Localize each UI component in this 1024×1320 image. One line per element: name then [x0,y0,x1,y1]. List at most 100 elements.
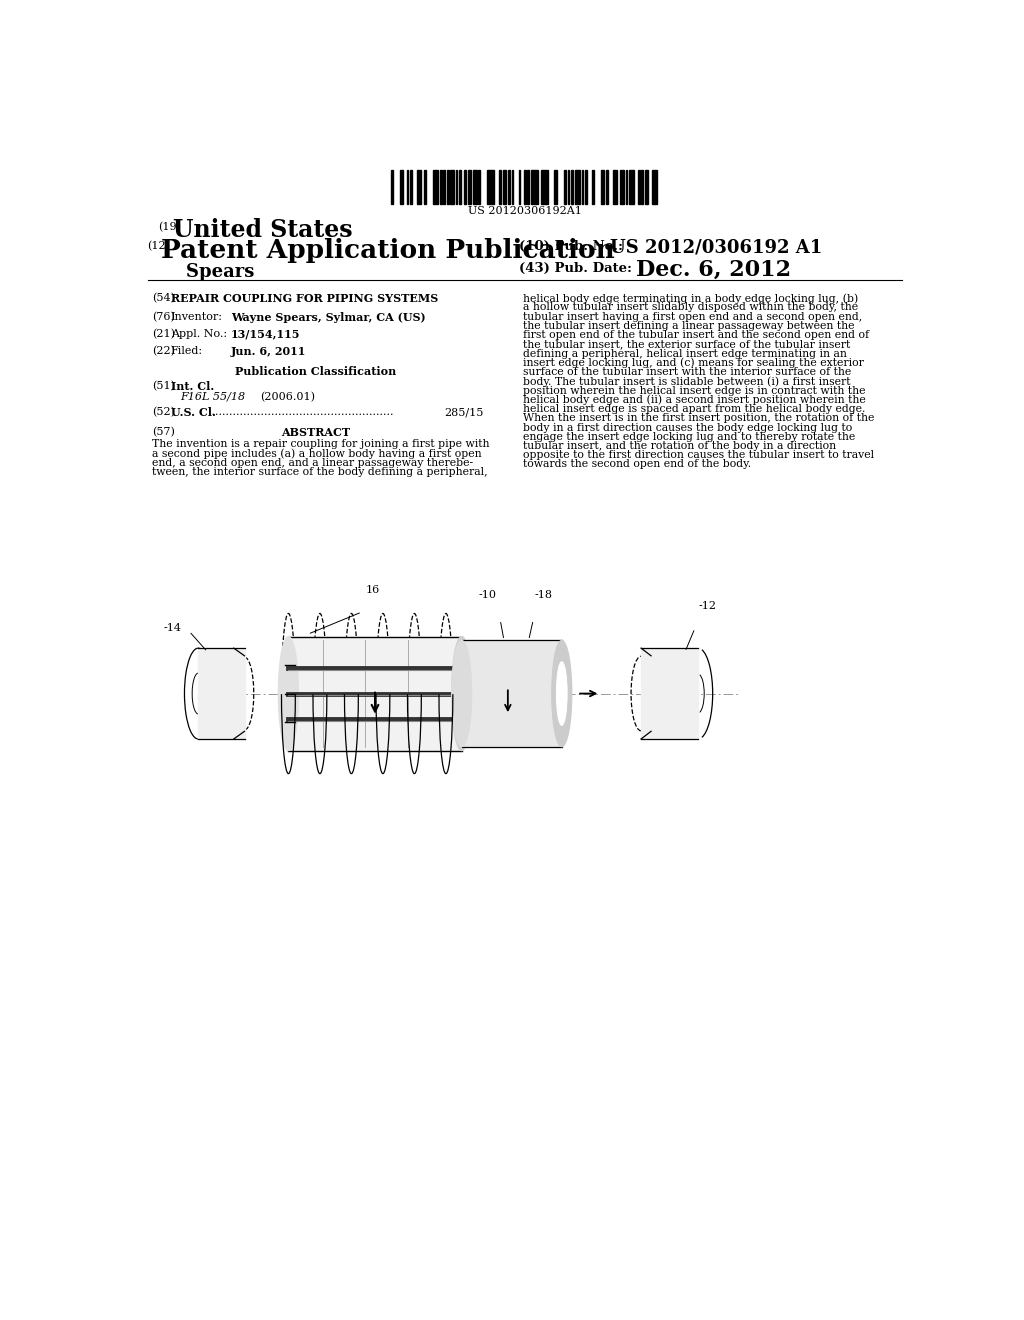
Bar [638,170,640,203]
Text: -18: -18 [535,590,553,601]
Text: Patent Application Publication: Patent Application Publication [162,239,615,264]
Text: Int. Cl.: Int. Cl. [171,381,214,392]
Bar [478,170,480,203]
Bar [542,170,549,203]
Text: the tubular insert defining a linear passageway between the: the tubular insert defining a linear pas… [523,321,855,331]
Bar [443,170,445,203]
Bar [574,170,580,203]
Text: The invention is a repair coupling for joining a first pipe with: The invention is a repair coupling for j… [153,440,489,449]
Bar [473,170,476,203]
Text: .....................................................: ........................................… [208,407,393,417]
Bar [601,170,604,203]
Bar [407,170,409,203]
Bar [567,170,569,203]
Text: insert edge locking lug, and (c) means for sealing the exterior: insert edge locking lug, and (c) means f… [523,358,864,368]
Text: Inventor:: Inventor: [171,312,222,322]
Bar [456,170,458,203]
Text: the tubular insert, the exterior surface of the tubular insert: the tubular insert, the exterior surface… [523,339,851,350]
Bar [621,170,624,203]
Bar [527,170,529,203]
Bar [571,170,573,203]
Text: towards the second open end of the body.: towards the second open end of the body. [523,459,752,470]
Ellipse shape [452,636,472,751]
Text: tubular insert, and the rotation of the body in a direction: tubular insert, and the rotation of the … [523,441,837,451]
Bar [651,170,657,203]
Text: When the insert is in the first insert position, the rotation of the: When the insert is in the first insert p… [523,413,874,424]
Text: Spears: Spears [162,263,255,281]
Text: a second pipe includes (a) a hollow body having a first open: a second pipe includes (a) a hollow body… [153,449,481,459]
Text: F16L 55/18: F16L 55/18 [180,392,246,401]
Text: (19): (19) [159,222,181,232]
Ellipse shape [556,661,567,726]
Text: (2006.01): (2006.01) [260,392,315,403]
Text: body in a first direction causes the body edge locking lug to: body in a first direction causes the bod… [523,422,853,433]
Text: opposite to the first direction causes the tubular insert to travel: opposite to the first direction causes t… [523,450,874,461]
Text: Appl. No.:: Appl. No.: [171,329,226,338]
Bar [451,170,454,203]
Text: Jun. 6, 2011: Jun. 6, 2011 [230,346,306,356]
Text: (12): (12) [147,240,171,251]
Text: (57): (57) [153,428,175,437]
Bar [524,170,525,203]
Text: -14: -14 [164,623,181,634]
Text: tubular insert having a first open end and a second open end,: tubular insert having a first open end a… [523,312,862,322]
Bar [641,648,698,739]
Bar [391,170,392,203]
Bar [289,636,462,751]
Text: (52): (52) [153,407,175,417]
Text: end, a second open end, and a linear passageway therebe-: end, a second open end, and a linear pas… [153,458,473,467]
Text: Wayne Spears, Sylmar, CA (US): Wayne Spears, Sylmar, CA (US) [230,312,425,322]
Bar [410,170,412,203]
Text: helical body edge and (ii) a second insert position wherein the: helical body edge and (ii) a second inse… [523,395,866,405]
Bar [468,170,471,203]
Text: a hollow tubular insert slidably disposed within the body, the: a hollow tubular insert slidably dispose… [523,302,858,313]
Bar [582,170,584,203]
Bar [487,170,495,203]
Bar [564,170,566,203]
Text: -10: -10 [478,590,497,601]
Text: tween, the interior surface of the body defining a peripheral,: tween, the interior surface of the body … [153,467,487,477]
Bar [424,170,426,203]
Bar [399,170,403,203]
Text: position wherein the helical insert edge is in contract with the: position wherein the helical insert edge… [523,385,865,396]
Text: (43) Pub. Date:: (43) Pub. Date: [519,261,633,275]
Bar [503,170,507,203]
Text: (22): (22) [153,346,175,356]
Bar [530,170,538,203]
Ellipse shape [552,640,571,747]
Text: ABSTRACT: ABSTRACT [281,428,350,438]
Bar [645,170,648,203]
Text: surface of the tubular insert with the interior surface of the: surface of the tubular insert with the i… [523,367,852,378]
Bar [199,648,245,739]
Bar [508,170,510,203]
Bar [500,170,501,203]
Bar [440,170,441,203]
Bar [554,170,557,203]
Text: Publication Classification: Publication Classification [234,366,396,376]
Text: (10) Pub. No.:: (10) Pub. No.: [519,240,624,253]
Text: helical insert edge is spaced apart from the helical body edge.: helical insert edge is spaced apart from… [523,404,865,414]
Bar [626,170,628,203]
Bar [446,170,449,203]
Text: United States: United States [173,218,352,243]
Text: -12: -12 [698,601,717,611]
Bar [629,170,634,203]
Bar [592,170,594,203]
Text: (51): (51) [153,381,175,391]
Bar [606,170,608,203]
Bar [417,170,421,203]
Bar [519,170,520,203]
Text: engage the insert edge locking lug and to thereby rotate the: engage the insert edge locking lug and t… [523,432,855,442]
Bar [433,170,438,203]
Text: (54): (54) [153,293,175,304]
Bar [641,170,643,203]
Text: first open end of the tubular insert and the second open end of: first open end of the tubular insert and… [523,330,869,341]
Text: body. The tubular insert is slidable between (i) a first insert: body. The tubular insert is slidable bet… [523,376,851,387]
Text: U.S. Cl.: U.S. Cl. [171,407,215,418]
Text: (21): (21) [153,329,175,339]
Bar [462,640,562,747]
Bar [512,170,513,203]
Text: helical body edge terminating in a body edge locking lug, (b): helical body edge terminating in a body … [523,293,858,304]
Ellipse shape [452,640,472,747]
Text: 285/15: 285/15 [444,407,484,417]
